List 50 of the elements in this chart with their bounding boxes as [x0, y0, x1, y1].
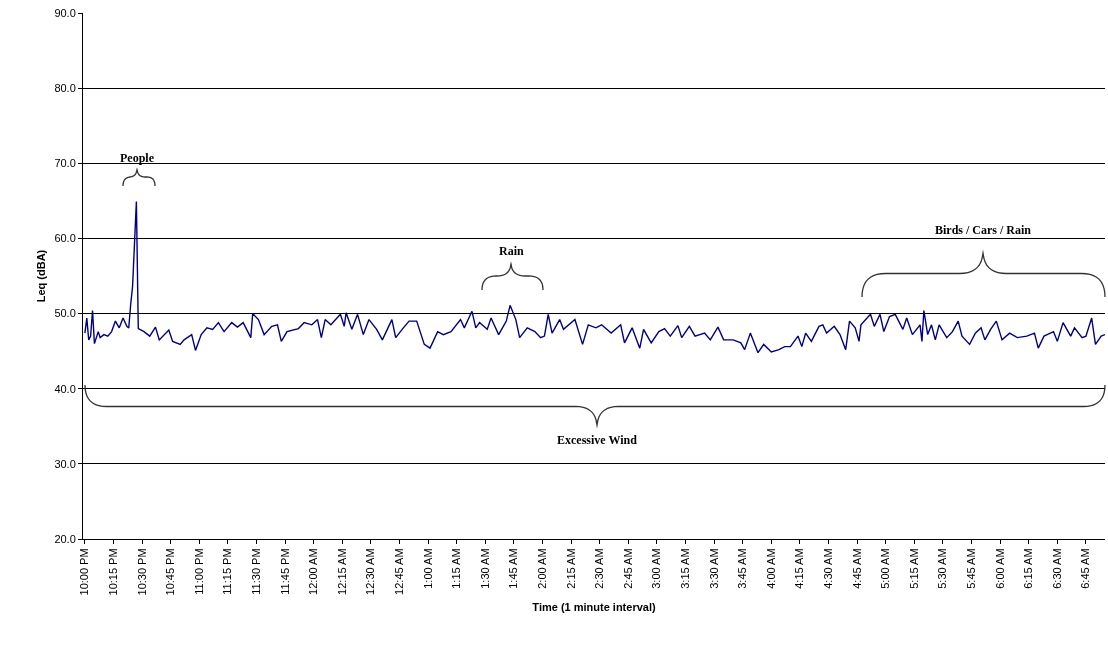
annotation: People	[120, 151, 155, 165]
x-tick-label: 3:30 AM	[707, 548, 720, 589]
x-tick-label: 11:00 PM	[192, 548, 205, 595]
x-tick-label: 3:15 AM	[679, 548, 692, 589]
x-tick-label: 3:45 AM	[736, 548, 749, 589]
y-tick-label: 60.0	[54, 232, 76, 245]
y-tick-label: 30.0	[54, 457, 76, 470]
x-tick-label: 1:00 AM	[421, 548, 434, 589]
x-tick-label: 4:15 AM	[793, 548, 806, 589]
x-tick-label: 10:30 PM	[135, 548, 148, 596]
annotation: Birds / Cars / Rain	[935, 223, 1032, 237]
x-tick-label: 3:00 AM	[650, 548, 663, 589]
x-tick-label: 2:30 AM	[593, 548, 606, 589]
y-tick-label: 20.0	[54, 532, 76, 545]
y-tick-label: 50.0	[54, 307, 76, 320]
x-tick-label: 10:00 PM	[78, 548, 91, 596]
x-tick-label: 6:45 AM	[1079, 548, 1092, 589]
x-tick-label: 2:00 AM	[536, 548, 549, 589]
x-tick-label: 12:30 AM	[364, 548, 377, 595]
x-tick-label: 4:45 AM	[850, 548, 863, 589]
y-tick-label: 80.0	[54, 81, 76, 94]
x-tick-label: 5:45 AM	[965, 548, 978, 589]
y-axis-title: Leq (dBA)	[35, 249, 48, 303]
x-tick-label: 1:45 AM	[507, 548, 520, 589]
x-tick-label: 10:45 PM	[164, 548, 177, 596]
annotation: Excessive Wind	[557, 433, 638, 447]
x-tick-label: 11:30 PM	[250, 548, 263, 595]
x-tick-label: 2:15 AM	[564, 548, 577, 589]
x-tick-label: 11:15 PM	[221, 548, 234, 595]
x-tick-label: 4:30 AM	[822, 548, 835, 589]
x-tick-label: 5:30 AM	[936, 548, 949, 589]
x-tick-label: 10:15 PM	[107, 548, 120, 596]
x-tick-label: 11:45 PM	[278, 548, 291, 595]
x-axis-title: Time (1 minute interval)	[532, 600, 656, 613]
x-tick-label: 12:15 AM	[335, 548, 348, 595]
x-tick-label: 5:15 AM	[907, 548, 920, 589]
x-tick-label: 4:00 AM	[764, 548, 777, 589]
x-tick-label: 6:00 AM	[993, 548, 1006, 589]
annotation: Rain	[499, 244, 524, 258]
y-tick-label: 40.0	[54, 382, 76, 395]
x-tick-label: 6:15 AM	[1022, 548, 1035, 589]
x-tick-label: 1:15 AM	[450, 548, 463, 589]
x-tick-label: 2:45 AM	[621, 548, 634, 589]
x-tick-label: 12:00 AM	[307, 548, 320, 595]
y-tick-label: 90.0	[54, 6, 76, 19]
x-tick-label: 12:45 AM	[393, 548, 406, 595]
y-tick-label: 70.0	[54, 157, 76, 170]
x-tick-label: 5:00 AM	[879, 548, 892, 589]
x-tick-label: 6:30 AM	[1050, 548, 1063, 589]
x-tick-label: 1:30 AM	[478, 548, 491, 589]
